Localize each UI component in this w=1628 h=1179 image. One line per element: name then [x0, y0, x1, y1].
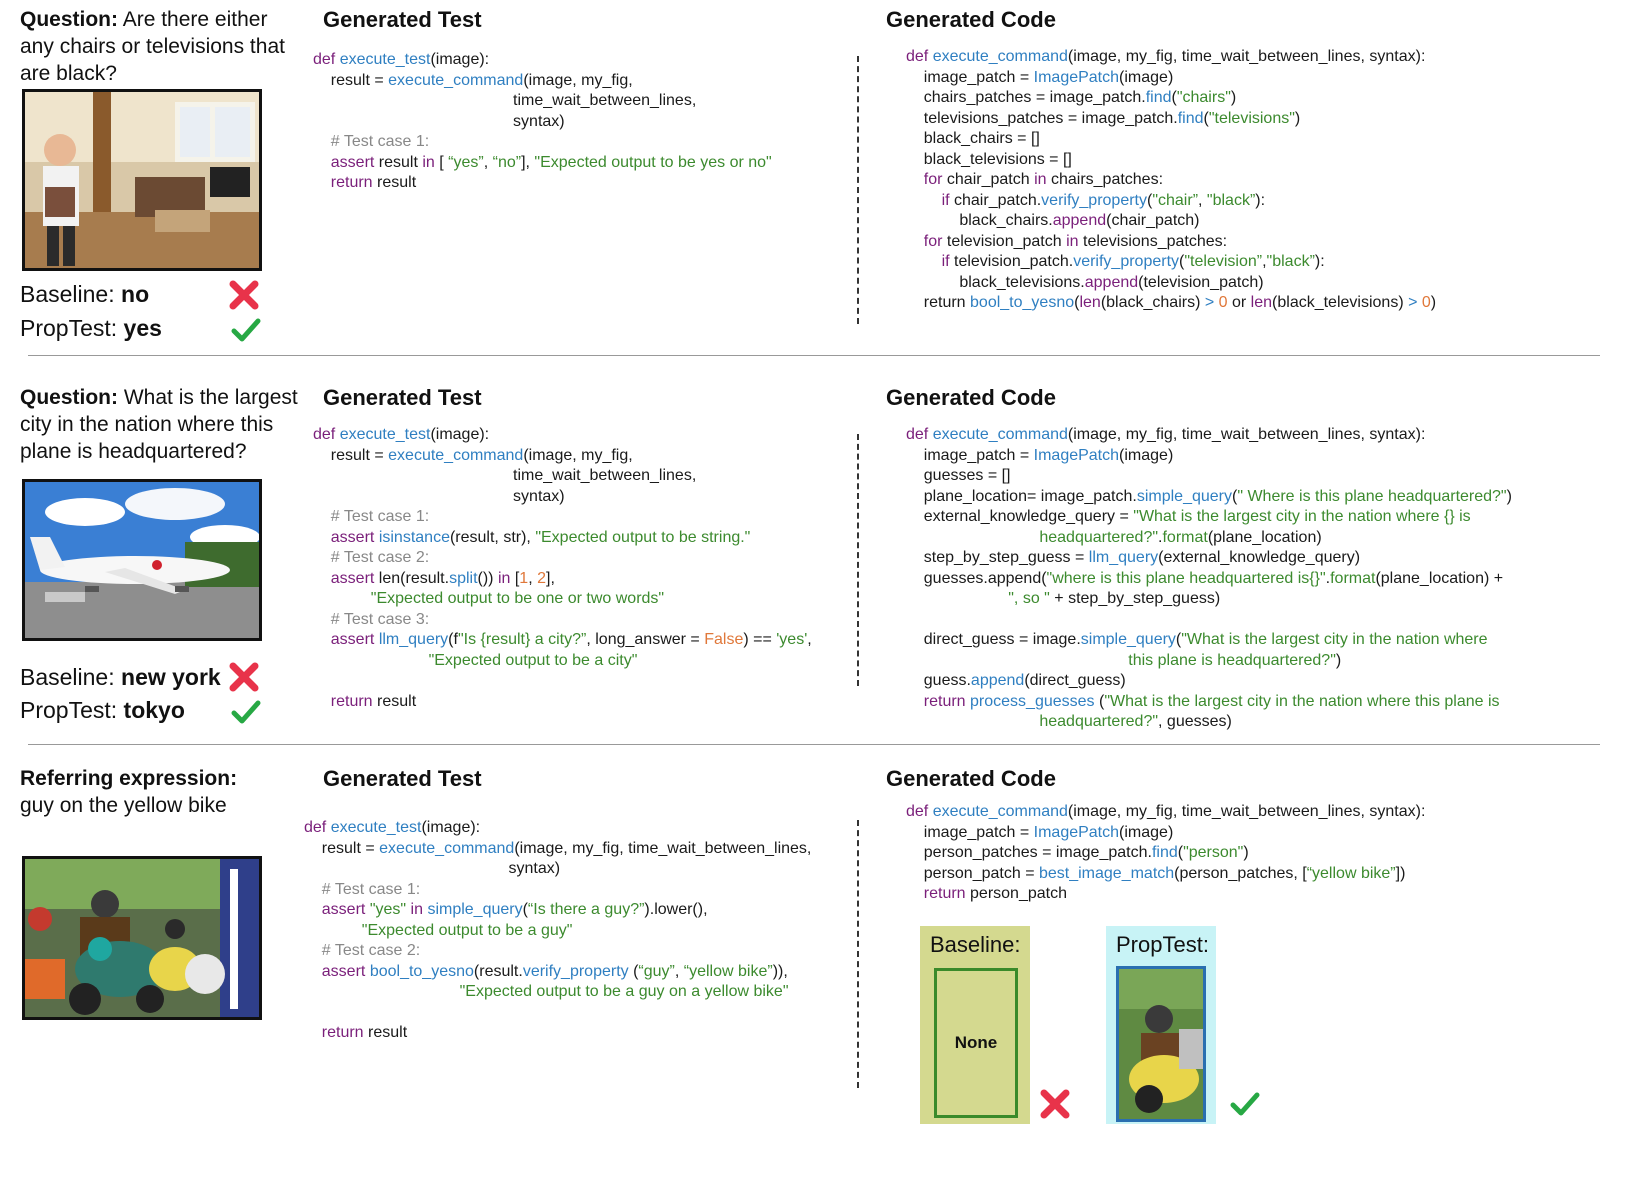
test-code-block-1: def execute_test(image): result = execut…: [313, 51, 772, 191]
test-code-block-3: def execute_test(image): result = execut…: [304, 819, 812, 1041]
column-divider: [857, 56, 859, 324]
baseline-output-panel: Baseline: None: [920, 926, 1030, 1124]
check-icon: [1230, 1092, 1260, 1116]
baseline-box-value: None: [954, 1033, 998, 1052]
column-divider: [857, 820, 859, 1088]
test-code-block-2: def execute_test(image): result = execut…: [313, 426, 812, 710]
row-separator: [28, 744, 1600, 745]
generated-test-header: Generated Test: [323, 7, 482, 32]
baseline-value: no: [121, 281, 150, 307]
generated-code-header: Generated Code: [886, 385, 1056, 410]
empty-bounding-box: None: [934, 968, 1018, 1118]
row-separator: [28, 355, 1600, 356]
cropped-rider-image: [1116, 966, 1206, 1122]
generated-code-header: Generated Code: [886, 7, 1056, 32]
referring-expression: Referring expression: guy on the yellow …: [20, 765, 310, 819]
proptest-result-2: PropTest: tokyo: [20, 697, 185, 724]
generated-code-block-2: def execute_command(image, my_fig, time_…: [906, 426, 1512, 730]
baseline-box-label: Baseline:: [930, 932, 1021, 957]
generated-code-block-3: def execute_command(image, my_fig, time_…: [906, 803, 1426, 902]
generated-code-block-1: def execute_command(image, my_fig, time_…: [906, 48, 1437, 311]
cross-icon: [1040, 1089, 1070, 1119]
question-label: Question:: [20, 386, 118, 409]
proptest-label: PropTest:: [20, 697, 118, 723]
room-photo: [22, 89, 262, 271]
baseline-label: Baseline:: [20, 281, 115, 307]
proptest-output-panel: PropTest:: [1106, 926, 1216, 1124]
question-text: guy on the yellow bike: [20, 794, 227, 817]
cross-icon: [229, 662, 259, 692]
question-label: Referring expression:: [20, 767, 238, 790]
proptest-value: yes: [123, 315, 162, 341]
question-2: Question: What is the largest city in th…: [20, 384, 310, 465]
check-icon: [231, 318, 261, 342]
question-text: Are there either any chairs or televisio…: [20, 8, 285, 85]
baseline-value: new york: [121, 664, 221, 690]
proptest-label: PropTest:: [20, 315, 118, 341]
check-icon: [231, 700, 261, 724]
question-text: What is the largest city in the nation w…: [20, 386, 298, 463]
cross-icon: [229, 280, 259, 310]
column-divider: [857, 434, 859, 686]
question-1: Question: Are there either any chairs or…: [20, 6, 300, 87]
motorcycle-photo: [22, 856, 262, 1020]
generated-test-header: Generated Test: [323, 766, 482, 791]
proptest-value: tokyo: [123, 697, 185, 723]
baseline-result-1: Baseline: no: [20, 281, 149, 308]
generated-code-header: Generated Code: [886, 766, 1056, 791]
baseline-result-2: Baseline: new york: [20, 664, 221, 691]
baseline-label: Baseline:: [20, 664, 115, 690]
proptest-result-1: PropTest: yes: [20, 315, 162, 342]
proptest-box-label: PropTest:: [1116, 932, 1209, 957]
generated-test-header: Generated Test: [323, 385, 482, 410]
airplane-photo: [22, 479, 262, 641]
question-label: Question:: [20, 8, 118, 31]
